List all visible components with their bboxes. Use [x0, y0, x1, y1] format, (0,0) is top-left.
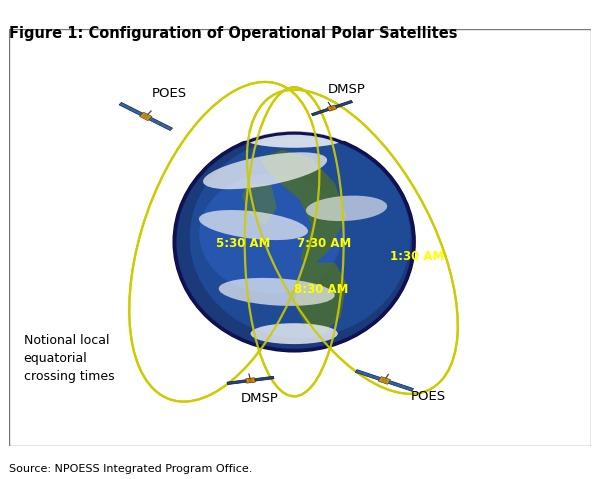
- Ellipse shape: [199, 174, 343, 293]
- FancyBboxPatch shape: [9, 29, 591, 446]
- Polygon shape: [380, 378, 388, 383]
- Ellipse shape: [306, 195, 387, 221]
- Polygon shape: [248, 379, 253, 382]
- Polygon shape: [294, 262, 347, 334]
- Polygon shape: [335, 101, 353, 108]
- Polygon shape: [227, 380, 247, 385]
- Polygon shape: [254, 376, 274, 381]
- Ellipse shape: [203, 152, 327, 189]
- Text: DMSP: DMSP: [241, 392, 278, 405]
- Text: 5:30 AM: 5:30 AM: [215, 238, 270, 251]
- Text: POES: POES: [410, 390, 446, 403]
- Polygon shape: [355, 370, 380, 380]
- Ellipse shape: [172, 131, 416, 353]
- Text: DMSP: DMSP: [328, 83, 365, 96]
- Text: Notional local
equatorial
crossing times: Notional local equatorial crossing times: [23, 334, 114, 383]
- Polygon shape: [140, 112, 152, 121]
- Polygon shape: [388, 381, 413, 391]
- Polygon shape: [149, 117, 172, 130]
- Text: 1:30 AM: 1:30 AM: [390, 250, 445, 263]
- Polygon shape: [119, 103, 143, 115]
- Polygon shape: [246, 378, 256, 383]
- Ellipse shape: [190, 137, 410, 338]
- Polygon shape: [259, 150, 347, 267]
- Ellipse shape: [219, 278, 335, 306]
- Text: POES: POES: [151, 87, 187, 100]
- Text: Figure 1: Configuration of Operational Polar Satellites: Figure 1: Configuration of Operational P…: [9, 26, 458, 41]
- Polygon shape: [242, 183, 277, 225]
- Polygon shape: [311, 108, 329, 116]
- Polygon shape: [327, 105, 337, 111]
- Text: 8:30 AM: 8:30 AM: [294, 283, 349, 297]
- Ellipse shape: [242, 127, 347, 148]
- Ellipse shape: [175, 133, 413, 350]
- Polygon shape: [142, 114, 150, 119]
- Ellipse shape: [199, 210, 308, 240]
- Text: 7:30 AM: 7:30 AM: [297, 238, 352, 251]
- Polygon shape: [378, 376, 391, 384]
- Polygon shape: [329, 106, 335, 110]
- Ellipse shape: [251, 323, 338, 344]
- Text: Source: NPOESS Integrated Program Office.: Source: NPOESS Integrated Program Office…: [9, 464, 253, 474]
